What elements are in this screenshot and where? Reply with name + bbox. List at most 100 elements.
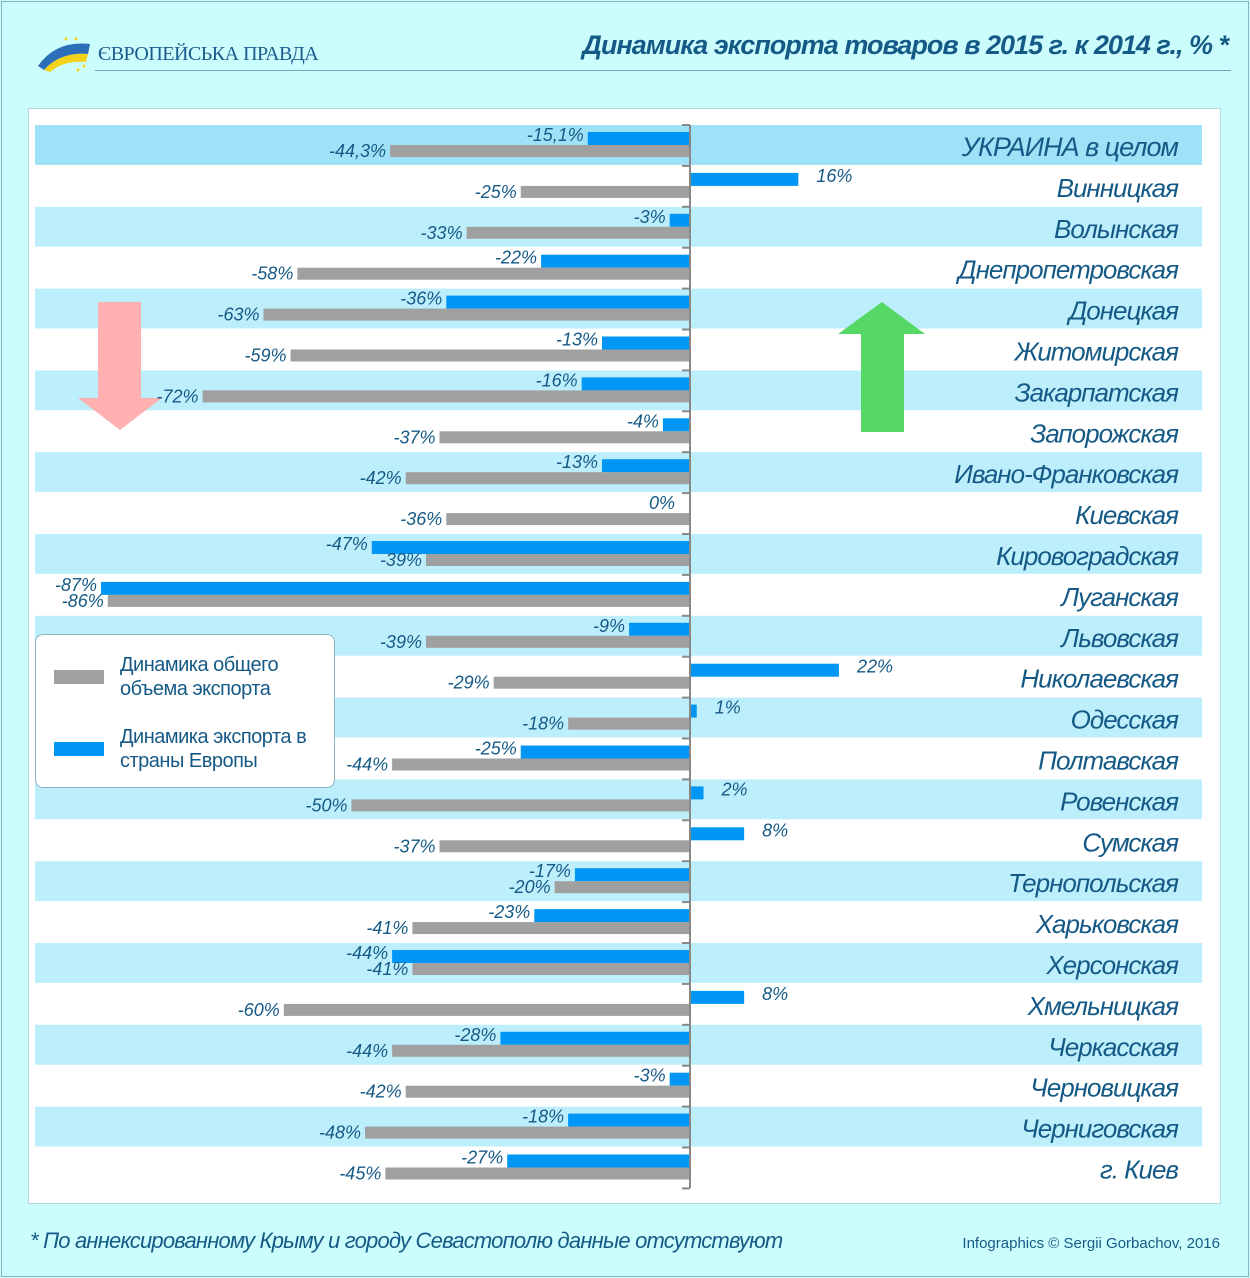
- label-europe: 2%: [721, 779, 748, 799]
- label-total: -44,3%: [329, 141, 386, 161]
- bar-europe: [601, 336, 690, 350]
- label-europe: -22%: [495, 248, 537, 268]
- category-label: Житомирская: [1013, 337, 1180, 367]
- label-total: -44%: [346, 755, 388, 775]
- legend-item-total: Динамика общего объема экспорта: [54, 653, 300, 701]
- label-total: -20%: [509, 877, 551, 897]
- label-europe: -36%: [400, 289, 442, 309]
- bar-total: [425, 554, 690, 566]
- label-europe: 8%: [762, 984, 788, 1004]
- label-total: -60%: [238, 1000, 280, 1020]
- legend-label-europe: Динамика экспорта в страны Европы: [120, 726, 307, 772]
- label-total: -36%: [400, 509, 442, 529]
- bar-europe: [669, 1072, 690, 1086]
- label-europe: -25%: [475, 739, 517, 759]
- category-label: Днепропетровская: [955, 255, 1179, 285]
- logo: ЄВРОПЕЙСЬКА ПРАВДА: [36, 36, 319, 72]
- category-label: Донецкая: [1066, 296, 1179, 326]
- category-label: Кировоградская: [996, 541, 1179, 571]
- category-label: Черниговская: [1021, 1114, 1179, 1144]
- label-europe: -4%: [627, 411, 659, 431]
- legend-label-total: Динамика общего объема экспорта: [120, 654, 279, 700]
- bar-total: [283, 1003, 690, 1016]
- label-europe: -18%: [522, 1107, 564, 1127]
- bar-europe: [629, 622, 690, 636]
- label-total: -42%: [360, 468, 402, 488]
- bar-total: [439, 431, 690, 444]
- label-total: -44%: [346, 1041, 388, 1061]
- category-label: Ивано-Франковская: [954, 459, 1179, 489]
- bar-europe: [507, 1154, 690, 1168]
- label-europe: -17%: [529, 861, 571, 881]
- bar-europe: [581, 377, 690, 391]
- label-europe: -3%: [634, 207, 666, 227]
- bar-europe: [371, 541, 690, 554]
- label-total: -41%: [366, 918, 408, 938]
- category-label: Полтавская: [1038, 746, 1179, 776]
- label-total: -63%: [217, 305, 259, 325]
- label-europe: -15,1%: [527, 125, 584, 145]
- label-total: -33%: [421, 223, 463, 243]
- category-label: Винницкая: [1057, 173, 1179, 203]
- label-europe: -3%: [634, 1066, 666, 1086]
- category-label: Харьковская: [1035, 909, 1179, 939]
- label-total: -58%: [251, 264, 293, 284]
- label-europe: 16%: [816, 166, 852, 186]
- bar-total: [520, 185, 690, 198]
- label-europe: 8%: [762, 820, 788, 840]
- label-total: -50%: [305, 795, 347, 815]
- bar-total: [568, 717, 690, 730]
- credit: Infographics © Sergii Gorbachov, 2016: [962, 1235, 1220, 1252]
- label-europe: 1%: [715, 698, 741, 718]
- bar-europe: [690, 172, 799, 186]
- bar-total: [446, 513, 690, 526]
- bar-europe: [520, 745, 690, 759]
- label-europe: -87%: [55, 575, 97, 595]
- label-europe: -44%: [346, 943, 388, 963]
- arrow-up-icon: [838, 302, 925, 432]
- label-europe: -47%: [326, 534, 368, 554]
- bar-total: [554, 881, 690, 894]
- category-label: Луганская: [1059, 582, 1179, 612]
- label-total: -39%: [380, 550, 422, 570]
- bar-europe: [601, 459, 690, 473]
- category-label: Хмельницкая: [1027, 991, 1179, 1021]
- bar-europe: [392, 950, 690, 963]
- bar-europe: [662, 418, 690, 432]
- label-total: -48%: [319, 1123, 361, 1143]
- bar-total: [297, 267, 690, 280]
- bar-total: [412, 922, 690, 935]
- label-europe: -27%: [461, 1148, 503, 1168]
- label-europe: -13%: [556, 330, 598, 350]
- bar-total: [405, 1085, 690, 1098]
- category-label: Закарпатская: [1015, 377, 1179, 407]
- category-label: Львовская: [1059, 623, 1179, 653]
- legend-swatch-europe: [54, 742, 104, 756]
- category-label: Херсонская: [1045, 950, 1179, 980]
- bar-europe: [690, 786, 704, 800]
- bar-total: [412, 963, 690, 975]
- bar-total: [439, 840, 690, 853]
- label-europe: -9%: [593, 616, 625, 636]
- bar-europe: [669, 213, 690, 227]
- header-divider: [95, 70, 1231, 71]
- bar-europe: [574, 868, 690, 882]
- bar-total: [107, 594, 690, 607]
- bar-total: [405, 472, 690, 485]
- category-label: Запорожская: [1030, 418, 1179, 448]
- label-europe: -28%: [454, 1025, 496, 1045]
- label-total: -86%: [62, 591, 104, 611]
- bar-europe: [690, 990, 745, 1004]
- label-europe: -13%: [556, 452, 598, 472]
- label-total: -18%: [522, 714, 564, 734]
- category-label: г. Киев: [1100, 1155, 1179, 1185]
- bar-total: [385, 1167, 690, 1180]
- bar-total: [290, 349, 690, 362]
- label-europe: 22%: [856, 657, 893, 677]
- bar-europe: [690, 704, 697, 718]
- bar-total: [493, 676, 690, 689]
- bar-europe: [534, 909, 690, 923]
- legend-swatch-total: [54, 670, 104, 684]
- category-label: УКРАИНА в целом: [961, 132, 1179, 162]
- category-label: Николаевская: [1020, 664, 1179, 694]
